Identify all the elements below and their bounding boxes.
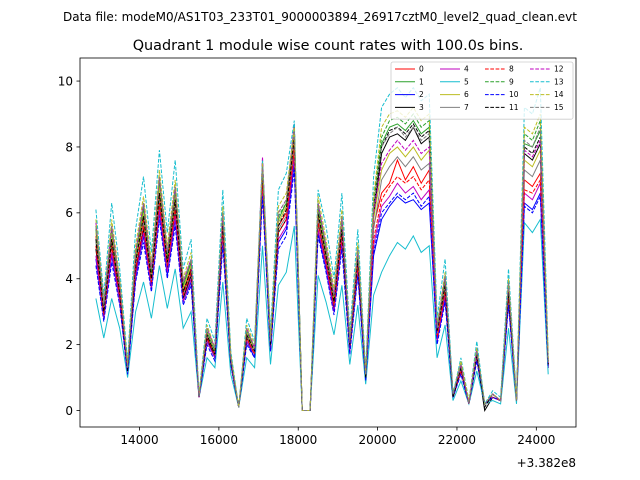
legend-label-14: 14 [554,90,564,99]
legend-label-10: 10 [509,90,519,99]
x-tick-label: 14000 [120,433,158,447]
x-offset-label: +3.382e8 [517,456,576,470]
y-tick-label: 8 [65,140,73,154]
y-tick-label: 2 [65,338,73,352]
x-tick-label: 16000 [200,433,238,447]
legend-label-15: 15 [554,103,564,112]
series-line-15 [95,126,549,411]
legend-label-12: 12 [554,65,564,74]
plot-area: 14000 16000 18000 20000 22000 240000246810012… [58,57,577,447]
x-tick-label: 20000 [359,433,397,447]
legend-label-5: 5 [464,77,469,86]
x-tick-label: 22000 [438,433,476,447]
legend-label-11: 11 [509,103,519,112]
legend-label-6: 6 [464,90,469,99]
axes-frame [79,57,577,428]
x-tick-label: 24000 [517,433,555,447]
legend-label-1: 1 [419,77,424,86]
legend-label-3: 3 [419,103,424,112]
y-tick-label: 6 [65,206,73,220]
chart-title: Quadrant 1 module wise count rates with … [133,38,524,54]
legend-label-9: 9 [509,77,514,86]
legend-label-8: 8 [509,65,514,74]
legend-label-13: 13 [554,77,564,86]
legend-label-0: 0 [419,65,424,74]
series-line-8 [95,150,549,411]
y-tick-label: 4 [65,272,73,286]
series-line-10 [95,169,549,411]
legend-label-7: 7 [464,103,469,112]
x-tick-label: 18000 [279,433,317,447]
series-line-5 [95,217,549,411]
y-tick-label: 10 [58,74,73,88]
legend-label-2: 2 [419,90,424,99]
y-tick-label: 0 [65,404,73,418]
legend-label-4: 4 [464,65,469,74]
legend-box [390,61,574,120]
data-file-suptitle: Data file: modeM0/AS1T03_233T01_90000038… [63,10,577,24]
